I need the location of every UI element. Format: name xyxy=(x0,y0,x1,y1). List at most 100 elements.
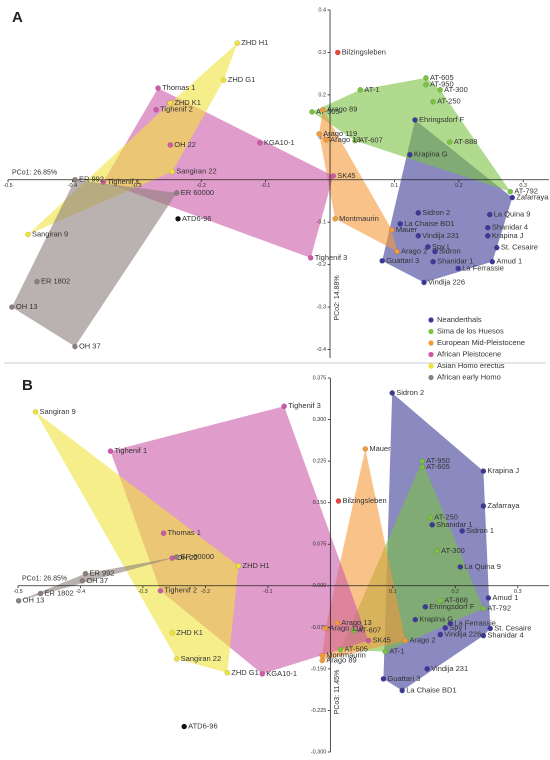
x-tick-label: -0.3 xyxy=(138,589,147,595)
specimen-label: Shanidar 1 xyxy=(436,520,472,529)
specimen-point xyxy=(319,652,326,659)
specimen-label: ER 992 xyxy=(79,175,104,184)
specimen-point xyxy=(259,671,266,677)
specimen-point xyxy=(25,231,31,238)
specimen-point xyxy=(107,448,114,454)
x-tick-label: -0.4 xyxy=(76,589,85,595)
specimen-label: Tighenif 3 xyxy=(288,401,321,410)
y-tick-label: 0.300 xyxy=(313,417,327,423)
specimen-point xyxy=(421,279,427,286)
x-tick-label: -0.2 xyxy=(201,589,210,595)
specimen-label: Ehringsdorf F xyxy=(429,602,474,611)
specimen-point xyxy=(234,40,241,46)
specimen-point xyxy=(429,522,435,528)
y-tick-label: -0.150 xyxy=(311,666,327,672)
specimen-point xyxy=(485,224,491,231)
specimen-label: ER 1802 xyxy=(44,589,73,598)
specimen-point xyxy=(167,142,174,148)
specimen-point xyxy=(424,666,430,672)
specimen-label: Thomas 1 xyxy=(168,528,201,537)
specimen-label: Mauer xyxy=(369,444,391,453)
specimen-label: Zafarraya xyxy=(487,501,520,510)
specimen-label: La Ferrassie xyxy=(462,263,504,272)
specimen-label: AT-792 xyxy=(514,187,538,196)
x-tick-label: 0.1 xyxy=(391,183,399,189)
x-tick-label: -0.4 xyxy=(68,183,77,189)
specimen-label: Vindija 226 xyxy=(428,277,465,286)
specimen-point xyxy=(72,176,78,183)
specimen-point xyxy=(486,211,493,218)
y-tick-label: -0.2 xyxy=(317,262,326,268)
specimen-label: Shanidar 1 xyxy=(437,257,473,266)
specimen-label: St. Cesaire xyxy=(494,623,531,632)
specimen-point xyxy=(455,265,461,272)
group-hull xyxy=(319,109,398,252)
x-tick-label: -0.2 xyxy=(196,183,205,189)
specimen-label: OH 37 xyxy=(79,342,101,351)
specimen-point xyxy=(407,151,413,158)
y-tick-label: -0.075 xyxy=(311,625,327,631)
specimen-point xyxy=(155,85,161,91)
specimen-label: Arago 89 xyxy=(326,656,356,665)
specimen-label: Bilzingsleben xyxy=(342,47,386,56)
specimen-point xyxy=(427,514,434,521)
specimen-point xyxy=(357,86,364,93)
group-hull xyxy=(382,119,513,283)
specimen-point xyxy=(316,131,322,137)
specimen-label: Tighenif 2 xyxy=(164,586,197,595)
specimen-label: AT-888 xyxy=(454,137,478,146)
specimen-label: Spy I xyxy=(432,242,449,251)
specimen-point xyxy=(480,503,487,509)
specimen-point xyxy=(480,605,487,612)
specimen-label: AT-792 xyxy=(487,603,511,612)
y-tick-label: -0.300 xyxy=(311,749,327,755)
specimen-point xyxy=(320,106,326,113)
specimen-point xyxy=(379,258,385,264)
specimen-point xyxy=(37,590,44,597)
specimen-label: AT-607 xyxy=(357,626,381,635)
specimen-point xyxy=(334,620,341,626)
specimen-point xyxy=(494,244,500,251)
specimen-label: Sangiran 22 xyxy=(176,167,216,176)
y-tick-label: 0.375 xyxy=(313,375,327,381)
specimen-label: Arago 119 xyxy=(329,623,363,632)
specimen-label: La Chaise BD1 xyxy=(406,685,456,694)
specimen-point xyxy=(307,255,314,261)
specimen-label: La Quina 9 xyxy=(494,210,531,219)
specimen-label: Krapina J xyxy=(492,231,524,240)
specimen-label: Amud 1 xyxy=(496,257,522,266)
specimen-point xyxy=(34,278,40,285)
specimen-label: Tighenif 1 xyxy=(114,446,147,455)
specimen-label: Sangiran 22 xyxy=(181,654,221,663)
specimen-point xyxy=(330,173,337,179)
x-tick-label: 0.2 xyxy=(455,183,463,189)
specimen-label: Amud 1 xyxy=(492,593,518,602)
specimen-label: AT-250 xyxy=(434,513,458,522)
specimen-point xyxy=(389,390,395,396)
specimen-label: Vindija 231 xyxy=(431,664,468,673)
specimen-label: Arago 2 xyxy=(409,636,435,645)
specimen-label: Arago 13 xyxy=(341,618,371,627)
specimen-point xyxy=(457,564,464,570)
specimen-point xyxy=(334,49,341,56)
y-tick-label: -0.4 xyxy=(317,347,326,353)
specimen-label: AT-250 xyxy=(437,97,461,106)
specimen-label: ATD6-96 xyxy=(182,214,211,223)
specimen-point xyxy=(422,604,429,610)
specimen-label: AT-888 xyxy=(444,596,468,605)
specimen-point xyxy=(319,657,326,664)
specimen-point xyxy=(447,139,453,145)
specimen-label: Guattari 3 xyxy=(386,256,419,265)
legend-label: African early Homo xyxy=(437,372,501,381)
specimen-label: Krapina G xyxy=(419,615,453,624)
specimen-label: Montmaurin xyxy=(326,651,366,660)
specimen-point xyxy=(322,625,329,632)
specimen-label: OH 22 xyxy=(174,140,196,149)
specimen-label: OH 22 xyxy=(176,553,198,562)
x-tick-label: -0.3 xyxy=(132,183,141,189)
specimen-point xyxy=(220,77,227,83)
specimen-label: AT-605 xyxy=(426,462,450,471)
specimen-label: Vindija 231 xyxy=(422,231,459,240)
specimen-point xyxy=(100,179,107,185)
specimen-label: Ehringsdorf F xyxy=(419,115,464,124)
